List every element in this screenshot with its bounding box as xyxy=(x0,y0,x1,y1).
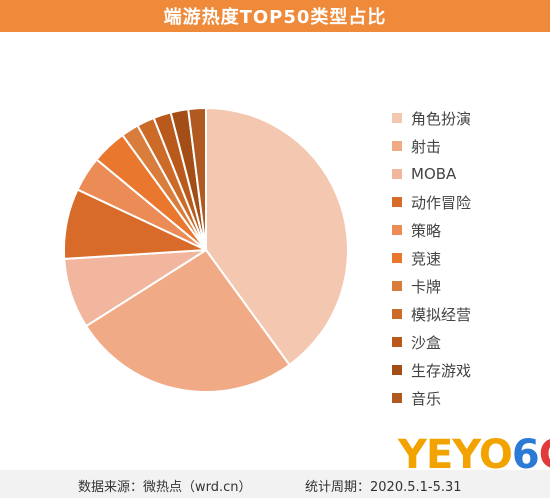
legend-item: 角色扮演 xyxy=(392,104,542,132)
period-text: 统计周期：2020.5.1-5.31 xyxy=(305,480,462,495)
legend-swatch xyxy=(392,113,402,123)
legend-label: MOBA xyxy=(411,165,457,183)
legend-item: 沙盒 xyxy=(392,328,542,356)
chart-title-bar: 端游热度TOP50类型占比 xyxy=(0,0,550,32)
legend-item: 射击 xyxy=(392,132,542,160)
legend-item: 竞速 xyxy=(392,244,542,272)
legend-swatch xyxy=(392,365,402,375)
legend-label: 动作冒险 xyxy=(411,193,472,212)
legend-item: 卡牌 xyxy=(392,272,542,300)
pie-slice-11 xyxy=(187,106,207,251)
legend-label: 生存游戏 xyxy=(411,361,472,380)
legend-item: 动作冒险 xyxy=(392,188,542,216)
legend-item: MOBA xyxy=(392,160,542,188)
pie-slice-1 xyxy=(205,106,349,367)
pie-chart xyxy=(62,106,349,393)
legend-swatch xyxy=(392,169,402,179)
legend-label: 策略 xyxy=(411,221,442,240)
legend-item: 生存游戏 xyxy=(392,356,542,384)
pie-slice-2 xyxy=(84,248,291,393)
legend-item: 模拟经营 xyxy=(392,300,542,328)
legend-swatch xyxy=(392,197,402,207)
legend-swatch xyxy=(392,337,402,347)
legend-label: 角色扮演 xyxy=(411,109,472,128)
legend-swatch xyxy=(392,281,402,291)
legend-label: 模拟经营 xyxy=(411,305,472,324)
data-source-text: 数据来源：微热点（wrd.cn） xyxy=(78,480,252,495)
chart-legend: 角色扮演射击 MOBA 动作冒险策略竞速卡牌模拟经营沙盒生存游戏音乐 xyxy=(392,104,542,412)
legend-item: 策略 xyxy=(392,216,542,244)
legend-label: 竞速 xyxy=(411,249,442,268)
legend-label: 卡牌 xyxy=(411,277,442,296)
legend-swatch xyxy=(392,253,402,263)
legend-item: 音乐 xyxy=(392,384,542,412)
legend-swatch xyxy=(392,225,402,235)
legend-label: 音乐 xyxy=(411,389,442,408)
footer: 数据来源：微热点（wrd.cn） 统计周期：2020.5.1-5.31 xyxy=(0,470,550,498)
legend-label: 沙盒 xyxy=(411,333,442,352)
legend-swatch xyxy=(392,309,402,319)
legend-label: 射击 xyxy=(411,137,442,156)
legend-swatch xyxy=(392,141,402,151)
legend-swatch xyxy=(392,393,402,403)
